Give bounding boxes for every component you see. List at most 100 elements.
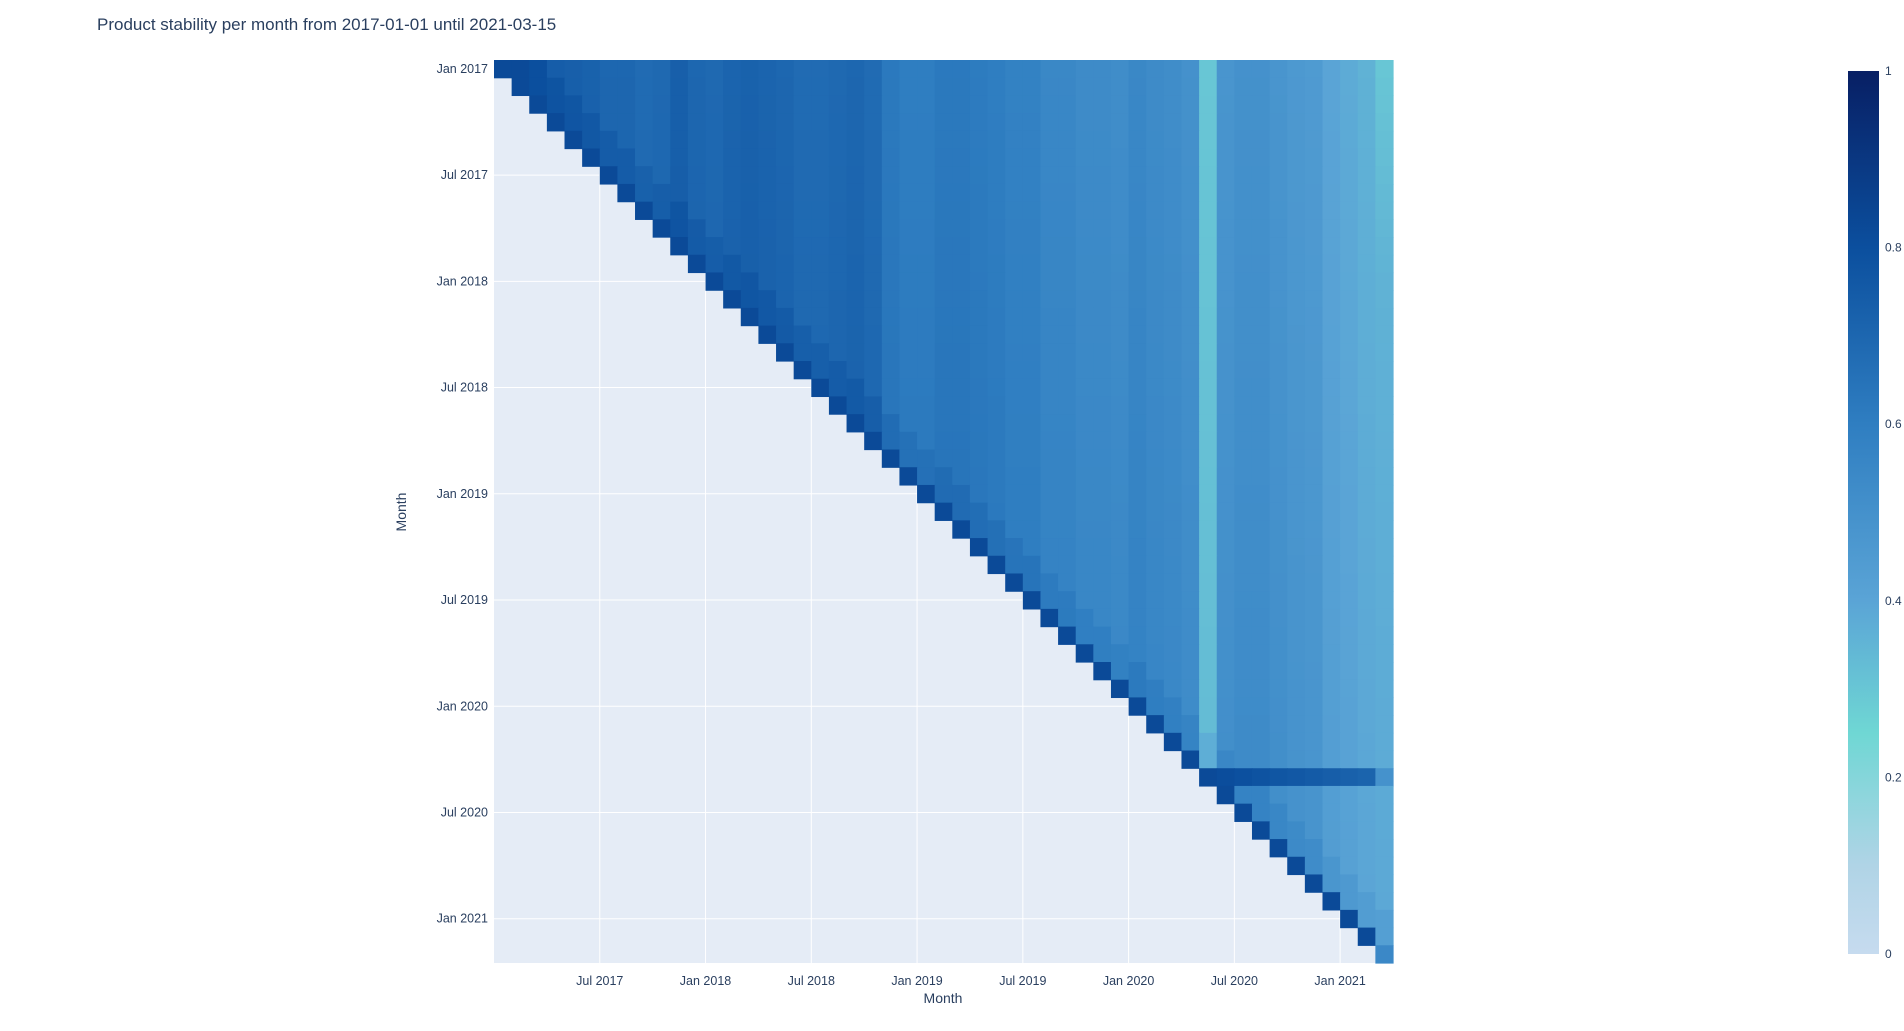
heatmap-cell [564, 130, 583, 150]
heatmap-cell [1093, 60, 1112, 79]
heatmap-cell [952, 272, 971, 291]
heatmap-cell [969, 538, 989, 557]
heatmap-cell [1287, 484, 1306, 504]
heatmap-cell [1304, 396, 1324, 415]
heatmap-cell [1093, 343, 1112, 362]
heatmap-cell [1251, 431, 1271, 451]
heatmap-cell [776, 130, 795, 150]
heatmap-cell [1128, 113, 1147, 132]
heatmap-cell [1269, 183, 1288, 203]
heatmap-cell [1181, 113, 1200, 132]
heatmap-cell [652, 130, 671, 150]
heatmap-cell [1146, 378, 1165, 398]
heatmap-cell [529, 77, 548, 97]
heatmap-cell [687, 148, 707, 167]
heatmap-cell [934, 60, 953, 79]
heatmap-cell [582, 148, 601, 167]
heatmap-cell [1357, 803, 1376, 822]
heatmap-cell [1110, 60, 1130, 79]
heatmap-cell [1269, 272, 1288, 291]
heatmap-cell [1022, 95, 1042, 114]
heatmap-cell [828, 361, 848, 380]
heatmap-cell [864, 183, 883, 203]
heatmap-cell [846, 307, 865, 327]
heatmap-cell [987, 484, 1006, 504]
heatmap-cell [881, 307, 901, 327]
heatmap-cell [1251, 378, 1271, 398]
heatmap-cell [846, 378, 865, 398]
heatmap-cell [864, 237, 883, 256]
heatmap-cell [1234, 95, 1253, 114]
heatmap-cell [934, 95, 953, 114]
heatmap-cell [917, 237, 936, 256]
heatmap-cell [1216, 502, 1235, 521]
heatmap-cell [1251, 502, 1271, 521]
heatmap-cell [1040, 113, 1059, 132]
heatmap-cell [811, 77, 830, 97]
heatmap-cell [1375, 307, 1394, 327]
heatmap-cell [1234, 591, 1253, 610]
heatmap-cell [1287, 272, 1306, 291]
heatmap-cell [1181, 325, 1200, 344]
heatmap-cell [1022, 201, 1042, 220]
heatmap-cell [670, 95, 689, 114]
heatmap-cell [1199, 272, 1218, 291]
y-tick-label: Jan 2019 [437, 487, 488, 501]
heatmap-cell [740, 254, 760, 274]
heatmap-cell [1040, 520, 1059, 539]
heatmap-cell [1022, 502, 1042, 521]
heatmap-cell [1340, 77, 1359, 97]
heatmap-cell [1181, 361, 1200, 380]
heatmap-cell [687, 254, 707, 274]
heatmap-cell [1022, 325, 1042, 344]
heatmap-cell [987, 290, 1006, 309]
heatmap-cell [864, 361, 883, 380]
heatmap-cell [1322, 237, 1341, 256]
heatmap-cell [899, 113, 918, 132]
heatmap-cell [1216, 573, 1235, 592]
heatmap-cell [1251, 290, 1271, 309]
heatmap-cell [1163, 95, 1183, 114]
heatmap-cell [582, 60, 601, 79]
heatmap-cell [1146, 201, 1165, 220]
heatmap-cell [1340, 60, 1359, 79]
heatmap-cell [952, 254, 971, 274]
heatmap-cell [1199, 130, 1218, 150]
heatmap-cell [1357, 608, 1376, 628]
heatmap-cell [969, 201, 989, 220]
heatmap-cell [1128, 644, 1147, 663]
heatmap-cell [1005, 183, 1024, 203]
heatmap-cell [1322, 201, 1341, 220]
heatmap-cell [1110, 148, 1130, 167]
heatmap-cell [969, 290, 989, 309]
heatmap-cell [1340, 183, 1359, 203]
heatmap-cell [1304, 839, 1324, 858]
heatmap-cell [1234, 378, 1253, 398]
heatmap-cell [1287, 644, 1306, 663]
heatmap-cell [1128, 325, 1147, 344]
heatmap-cell [934, 290, 953, 309]
heatmap-cell [1234, 201, 1253, 220]
heatmap-cell [1375, 750, 1394, 769]
heatmap-cell [1093, 431, 1112, 451]
heatmap-cell [1357, 821, 1376, 840]
heatmap-cell [811, 95, 830, 114]
x-tick-label: Jul 2019 [999, 974, 1046, 988]
heatmap-cell [917, 95, 936, 114]
heatmap-cell [1340, 307, 1359, 327]
heatmap-cell [1181, 60, 1200, 79]
heatmap-cell [1058, 148, 1077, 167]
heatmap-cell [1322, 219, 1341, 238]
heatmap-cell [1375, 449, 1394, 468]
heatmap-cell [1110, 484, 1130, 504]
heatmap-cell [1287, 60, 1306, 79]
heatmap-cell [1163, 290, 1183, 309]
heatmap-cell [1251, 343, 1271, 362]
heatmap-cell [1005, 520, 1024, 539]
heatmap-cell [1146, 219, 1165, 238]
heatmap-cell [723, 183, 742, 203]
heatmap-cell [1234, 113, 1253, 132]
heatmap-cell [1251, 113, 1271, 132]
heatmap-cell [1216, 679, 1235, 699]
heatmap-cell [1075, 538, 1094, 557]
